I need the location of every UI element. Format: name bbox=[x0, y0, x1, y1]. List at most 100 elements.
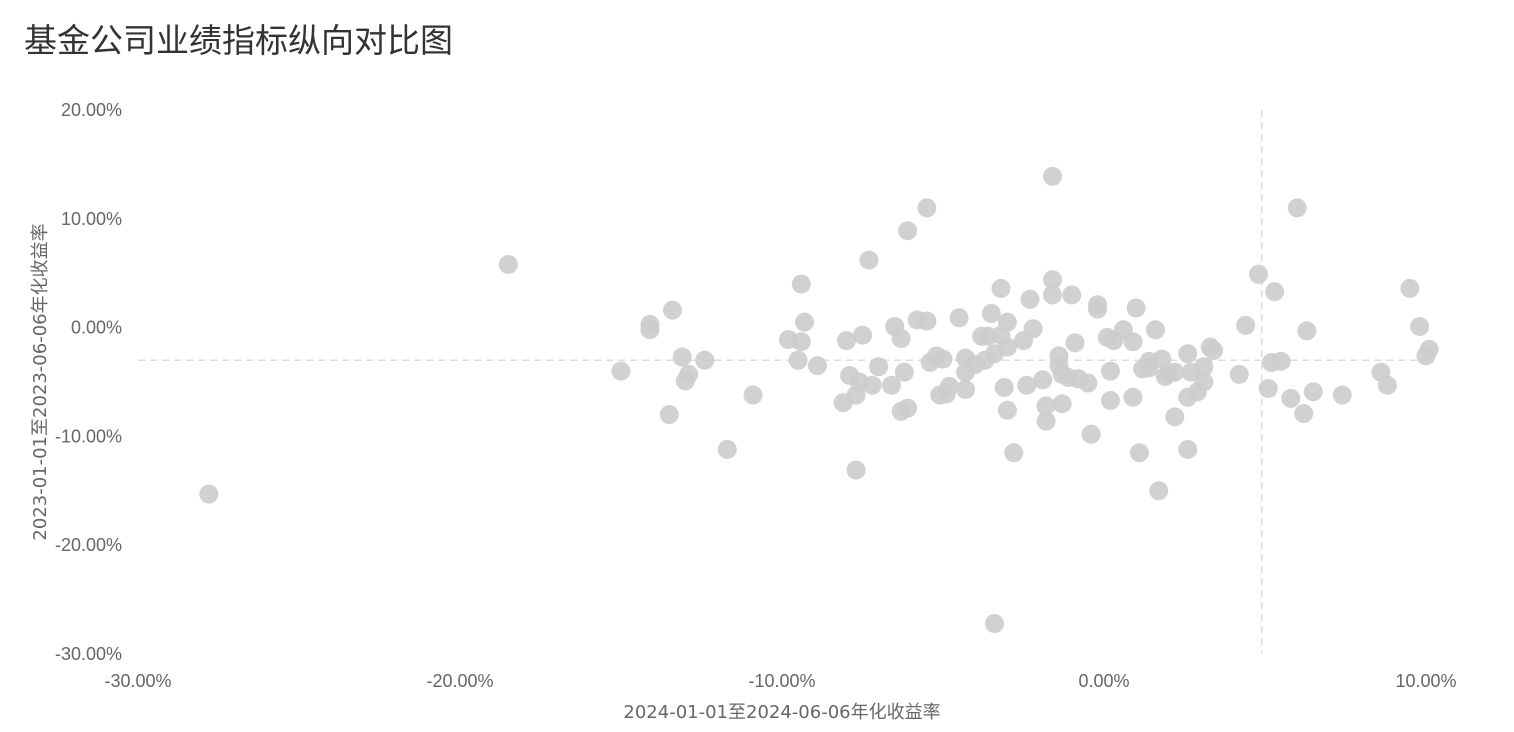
data-point bbox=[1123, 387, 1143, 407]
data-point bbox=[949, 308, 969, 328]
data-point bbox=[898, 398, 918, 418]
data-point bbox=[1203, 340, 1223, 360]
data-point bbox=[1004, 443, 1024, 463]
data-point bbox=[1178, 344, 1198, 364]
data-point bbox=[1332, 385, 1352, 405]
data-point bbox=[1020, 289, 1040, 309]
data-point bbox=[898, 221, 918, 241]
data-point bbox=[659, 405, 679, 425]
data-point bbox=[1062, 285, 1082, 305]
data-point bbox=[1042, 166, 1062, 186]
data-point bbox=[853, 325, 872, 345]
data-point bbox=[1123, 332, 1143, 352]
data-point bbox=[997, 337, 1017, 357]
data-point bbox=[1152, 349, 1172, 369]
data-point bbox=[1258, 379, 1278, 399]
data-point bbox=[1178, 439, 1198, 459]
data-point bbox=[917, 198, 937, 218]
chart-title: 基金公司业绩指标纵向对比图 bbox=[24, 21, 453, 60]
data-point bbox=[1126, 298, 1146, 318]
data-point bbox=[672, 347, 692, 367]
data-point bbox=[881, 375, 901, 395]
x-tick-label: -30.00% bbox=[104, 671, 171, 691]
data-point bbox=[1129, 443, 1149, 463]
reference-lines bbox=[138, 110, 1426, 654]
data-point bbox=[1410, 317, 1430, 337]
data-point bbox=[1042, 285, 1062, 305]
data-point bbox=[1100, 361, 1120, 381]
data-point bbox=[862, 375, 882, 395]
y-tick-label: 10.00% bbox=[61, 209, 122, 229]
data-point bbox=[1081, 424, 1101, 444]
data-point bbox=[791, 274, 811, 294]
data-point bbox=[663, 300, 683, 320]
data-point bbox=[997, 400, 1017, 420]
data-point bbox=[1078, 373, 1098, 393]
y-axis-ticks: 20.00% 10.00% 0.00% -10.00% -20.00% -30.00% bbox=[55, 100, 122, 664]
data-point bbox=[1303, 382, 1323, 402]
data-point bbox=[611, 361, 631, 381]
data-point bbox=[869, 357, 889, 377]
data-point bbox=[1036, 396, 1056, 416]
data-point bbox=[1052, 394, 1072, 414]
y-tick-label: -30.00% bbox=[55, 644, 122, 664]
data-point bbox=[1065, 333, 1085, 353]
data-point bbox=[1194, 372, 1214, 392]
data-point bbox=[1419, 339, 1439, 359]
data-points bbox=[199, 166, 1439, 634]
data-point bbox=[1400, 278, 1420, 298]
x-tick-label: 0.00% bbox=[1078, 671, 1129, 691]
data-point bbox=[933, 349, 953, 369]
y-tick-label: 0.00% bbox=[71, 318, 122, 338]
data-point bbox=[1297, 321, 1317, 341]
data-point bbox=[1023, 319, 1043, 339]
data-point bbox=[795, 312, 815, 332]
data-point bbox=[1194, 357, 1214, 377]
data-point bbox=[1377, 375, 1397, 395]
data-point bbox=[1017, 375, 1037, 395]
data-point bbox=[717, 439, 737, 459]
data-point bbox=[498, 254, 518, 274]
y-tick-label: 20.00% bbox=[61, 100, 122, 120]
data-point bbox=[1281, 388, 1301, 408]
y-tick-label: -20.00% bbox=[55, 535, 122, 555]
data-point bbox=[807, 356, 827, 376]
data-point bbox=[743, 385, 763, 405]
data-point bbox=[1149, 481, 1169, 501]
x-tick-label: -10.00% bbox=[748, 671, 815, 691]
data-point bbox=[997, 312, 1017, 332]
data-point bbox=[199, 484, 219, 504]
data-point bbox=[991, 278, 1011, 298]
x-axis-title: 2024-01-01至2024-06-06年化收益率 bbox=[623, 702, 940, 723]
data-point bbox=[1229, 364, 1249, 384]
data-point bbox=[1036, 411, 1056, 431]
x-tick-label: 10.00% bbox=[1395, 671, 1456, 691]
data-point bbox=[917, 311, 937, 331]
data-point bbox=[788, 350, 808, 370]
data-point bbox=[1265, 282, 1285, 302]
data-point bbox=[894, 362, 914, 382]
data-point bbox=[891, 328, 911, 348]
data-point bbox=[1033, 370, 1053, 390]
data-point bbox=[1165, 362, 1185, 382]
x-tick-label: -20.00% bbox=[426, 671, 493, 691]
data-point bbox=[994, 377, 1014, 397]
data-point bbox=[1294, 404, 1314, 424]
data-point bbox=[1287, 198, 1307, 218]
data-point bbox=[939, 376, 959, 396]
data-point bbox=[1165, 407, 1185, 427]
data-point bbox=[1146, 320, 1166, 340]
y-tick-label: -10.00% bbox=[55, 426, 122, 446]
data-point bbox=[695, 350, 715, 370]
data-point bbox=[836, 331, 856, 351]
data-point bbox=[1088, 299, 1108, 319]
data-point bbox=[985, 614, 1005, 634]
data-point bbox=[1100, 390, 1120, 410]
data-point bbox=[1249, 264, 1269, 284]
data-point bbox=[1042, 270, 1062, 290]
data-point bbox=[675, 371, 695, 391]
data-point bbox=[1271, 351, 1291, 371]
data-point bbox=[981, 303, 1001, 323]
x-axis-ticks: -30.00% -20.00% -10.00% 0.00% 10.00% bbox=[104, 671, 1456, 691]
